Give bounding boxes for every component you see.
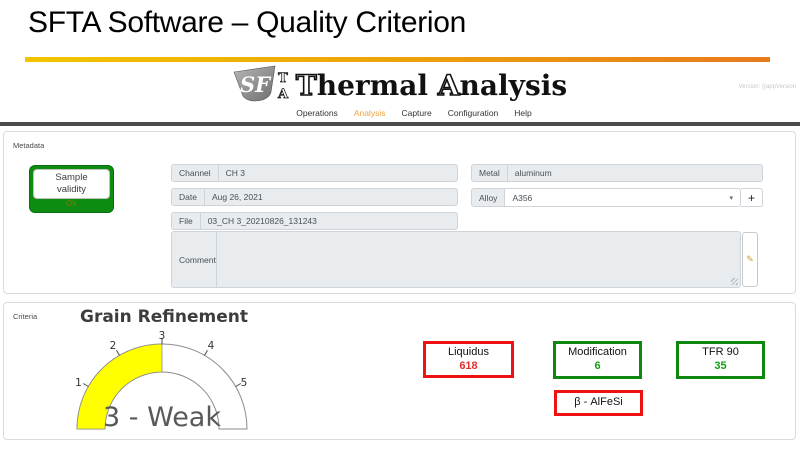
channel-label: Channel	[171, 164, 219, 182]
tfr90-result-box: TFR 90 35	[676, 341, 765, 379]
pencil-icon: ✎	[746, 254, 754, 264]
criteria-section-label: Criteria	[13, 312, 38, 321]
gauge-fill	[76, 343, 163, 430]
date-input: Aug 26, 2021	[204, 188, 458, 206]
metal-label: Metal	[471, 164, 508, 182]
liquidus-value: 618	[459, 359, 478, 372]
header-divider	[0, 122, 800, 126]
file-label: File	[171, 212, 201, 230]
logo-thermal-initial: T	[295, 68, 317, 103]
logo-analysis-rest: nalysis	[459, 68, 568, 102]
gauge-ticks	[82, 338, 242, 387]
modification-value: 6	[594, 360, 601, 372]
chevron-down-icon: ▾	[729, 194, 733, 202]
tfr90-value: 35	[714, 360, 727, 372]
date-label: Date	[171, 188, 205, 206]
gauge-tick-4: 4	[208, 340, 215, 352]
liquidus-label: Liquidus	[448, 345, 489, 358]
gauge-tick-1: 1	[75, 377, 82, 389]
channel-input: CH 3	[218, 164, 458, 182]
alloy-field: Alloy A356 ▾ +	[471, 188, 763, 207]
sample-validity-label-box: Sample validity	[33, 169, 110, 199]
logo-sf-text: SF	[240, 72, 272, 97]
grain-refinement-gauge: 1 2 3 4 5 3 - Weak	[75, 330, 248, 433]
nav-configuration[interactable]: Configuration	[447, 108, 499, 118]
sample-validity-status: Ok	[66, 199, 77, 208]
modification-result-box: Modification 6	[553, 341, 642, 379]
app-header: SF T A Thermal Analysis Version: {{appVe…	[0, 63, 800, 122]
comment-label: Comment	[171, 231, 217, 288]
grain-refinement-title: Grain Refinement	[80, 307, 248, 327]
resize-handle-icon[interactable]	[731, 278, 738, 285]
logo-t-letter: T	[278, 71, 288, 86]
nav-analysis[interactable]: Analysis	[353, 108, 386, 118]
title-accent-rule	[25, 57, 770, 62]
metadata-panel: Metadata Sample validity Ok Channel CH 3…	[3, 131, 796, 294]
sfta-crucible-icon: SF T A	[233, 65, 289, 102]
comment-field: Comment	[171, 231, 741, 288]
criteria-panel: Criteria Grain Refinement 1 2 3 4 5	[3, 302, 796, 440]
tfr90-label: TFR 90	[702, 346, 739, 359]
main-nav: Operations Analysis Capture Configuratio…	[14, 108, 800, 118]
beta-alfesi-result-box: β - AlFeSi	[554, 390, 643, 416]
add-alloy-button[interactable]: +	[741, 188, 763, 207]
metal-input: aluminum	[507, 164, 763, 182]
alloy-select[interactable]: A356 ▾	[505, 188, 741, 207]
gauge-tick-3: 3	[159, 330, 166, 342]
logo-wordmark: Thermal Analysis	[295, 68, 568, 103]
sample-validity-widget: Sample validity Ok	[29, 165, 114, 213]
gauge-tick-2: 2	[110, 340, 117, 352]
metal-field: Metal aluminum	[471, 164, 763, 182]
sample-validity-label: Sample validity	[55, 172, 88, 195]
liquidus-result-box: Liquidus 618	[423, 341, 514, 378]
slide-title: SFTA Software – Quality Criterion	[28, 6, 467, 39]
file-input: 03_CH 3_20210826_131243	[200, 212, 458, 230]
alloy-label: Alloy	[471, 188, 506, 207]
alloy-selected-value: A356	[512, 192, 533, 203]
nav-operations[interactable]: Operations	[296, 108, 338, 118]
date-field: Date Aug 26, 2021	[171, 188, 458, 206]
app-logo: SF T A Thermal Analysis	[0, 65, 800, 105]
logo-thermal-rest: hermal	[316, 68, 429, 102]
metadata-section-label: Metadata	[13, 141, 45, 150]
nav-capture[interactable]: Capture	[401, 108, 432, 118]
logo-a-letter: A	[277, 87, 289, 102]
edit-comment-button[interactable]: ✎	[742, 232, 758, 287]
channel-field: Channel CH 3	[171, 164, 458, 182]
gauge-tick-5: 5	[241, 377, 248, 389]
comment-textarea[interactable]	[217, 231, 741, 288]
nav-help[interactable]: Help	[514, 108, 532, 118]
modification-label: Modification	[568, 346, 627, 359]
version-label: Version: {{appVersion	[738, 84, 796, 90]
logo-analysis-initial: A	[437, 68, 460, 103]
beta-alfesi-label: β - AlFeSi	[574, 396, 623, 409]
file-field: File 03_CH 3_20210826_131243	[171, 212, 458, 230]
gauge-tick-labels: 1 2 3 4 5	[75, 330, 247, 389]
gauge-value-label: 3 - Weak	[103, 402, 221, 433]
